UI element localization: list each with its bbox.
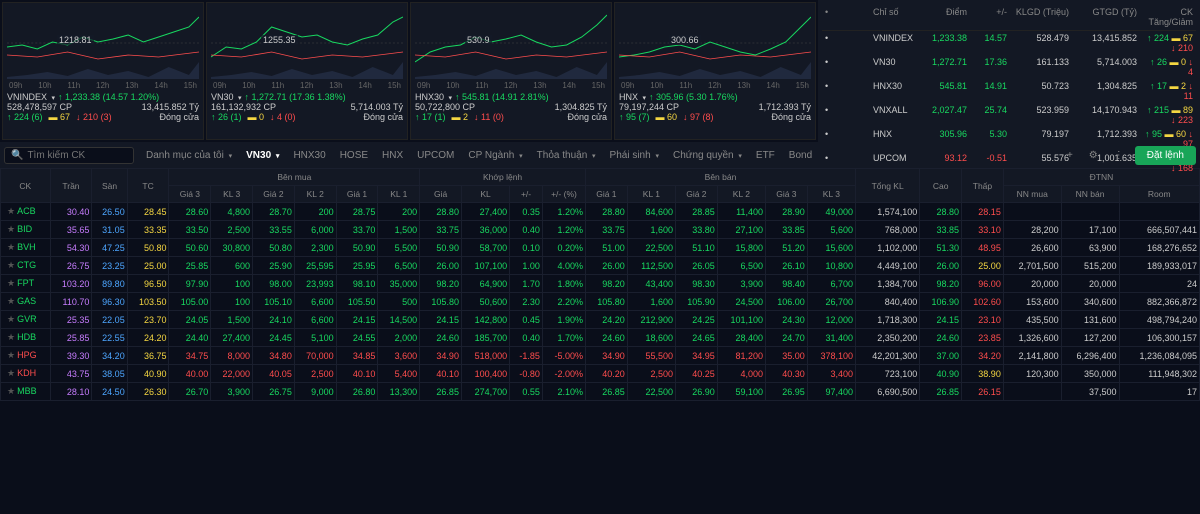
chart-down-count: ↓ 210 (3) bbox=[76, 112, 112, 122]
table-row[interactable]: ★HPG 39.3034.2036.75 34.758,00034.8070,0… bbox=[1, 347, 1200, 365]
chart-amount: 5,714.003 Tỷ bbox=[351, 102, 403, 112]
tab-phái-sinh[interactable]: Phái sinh ▾ bbox=[604, 148, 665, 163]
search-box[interactable]: 🔍 bbox=[4, 147, 134, 164]
chart-value-label: 1218.81 bbox=[57, 35, 94, 45]
table-row[interactable]: ★GAS 110.7096.30103.50 105.00100105.106,… bbox=[1, 293, 1200, 311]
chart-x-axis: 09h10h11h12h13h14h15h bbox=[7, 81, 199, 90]
star-icon[interactable]: ★ bbox=[7, 332, 15, 342]
tab-thỏa-thuận[interactable]: Thỏa thuận ▾ bbox=[531, 148, 602, 163]
order-button[interactable]: Đặt lệnh bbox=[1135, 146, 1196, 165]
chart-down-count: ↓ 97 (8) bbox=[683, 112, 714, 122]
chart-down-count: ↓ 11 (0) bbox=[474, 112, 504, 122]
chart-amount: 13,415.852 Tỷ bbox=[142, 102, 199, 112]
stock-table: CKTrầnSànTC Bên mua Khớp lệnh Bên bán Tổ… bbox=[0, 168, 1200, 401]
chart-panel-vnindex[interactable]: 1218.81 09h10h11h12h13h14h15h VNINDEX ▾↑… bbox=[2, 2, 204, 140]
star-icon[interactable]: ★ bbox=[7, 350, 15, 360]
table-row[interactable]: ★MBB 28.1024.5026.30 26.703,90026.759,00… bbox=[1, 383, 1200, 401]
chart-index-name[interactable]: VNINDEX ▾ bbox=[7, 92, 55, 102]
tab-upcom[interactable]: UPCOM bbox=[411, 148, 460, 163]
tab-cp-ngành[interactable]: CP Ngành ▾ bbox=[462, 148, 528, 163]
index-table: • Chỉ số Điểm +/- KLGD (Triệu) GTGD (Tỷ)… bbox=[818, 0, 1200, 142]
chart-amount: 1,712.393 Tỷ bbox=[759, 102, 811, 112]
tab-hnx[interactable]: HNX bbox=[376, 148, 409, 163]
index-row-vnxall[interactable]: •VNXALL2,027.4725.74523.95914,170.943↑ 2… bbox=[822, 103, 1196, 127]
tab-bond[interactable]: Bond bbox=[783, 148, 818, 163]
tab-chứng-quyền[interactable]: Chứng quyền ▾ bbox=[667, 148, 748, 163]
search-input[interactable] bbox=[27, 150, 127, 161]
chart-down-count: ↓ 4 (0) bbox=[270, 112, 296, 122]
table-row[interactable]: ★KDH 43.7538.0540.90 40.0022,00040.052,5… bbox=[1, 365, 1200, 383]
add-icon[interactable]: + bbox=[1062, 148, 1078, 163]
star-icon[interactable]: ★ bbox=[7, 314, 15, 324]
chart-index-value: ↑ 545.81 (14.91 2.81%) bbox=[455, 92, 549, 102]
chart-flat-count: ▬ 0 bbox=[248, 112, 265, 122]
chart-status: Đóng cửa bbox=[771, 112, 811, 122]
chart-index-value: ↑ 305.96 (5.30 1.76%) bbox=[649, 92, 738, 102]
tab-hose[interactable]: HOSE bbox=[334, 148, 374, 163]
table-row[interactable]: ★BID 35.6531.0533.35 33.502,50033.556,00… bbox=[1, 221, 1200, 239]
chart-value-label: 530.9 bbox=[465, 35, 492, 45]
star-icon[interactable]: ★ bbox=[7, 368, 15, 378]
star-icon[interactable]: ★ bbox=[7, 386, 15, 396]
index-table-header: • Chỉ số Điểm +/- KLGD (Triệu) GTGD (Tỷ)… bbox=[822, 4, 1196, 31]
tab-hnx30[interactable]: HNX30 bbox=[287, 148, 331, 163]
tab-danh-mục-của-tôi[interactable]: Danh mục của tôi ▾ bbox=[140, 148, 238, 163]
chart-value-label: 1255.35 bbox=[261, 35, 298, 45]
gear-icon[interactable]: ⚙ bbox=[1084, 148, 1103, 163]
chart-up-count: ↑ 224 (6) bbox=[7, 112, 43, 122]
chart-up-count: ↑ 95 (7) bbox=[619, 112, 650, 122]
chart-panel-vn30[interactable]: 1255.35 09h10h11h12h13h14h15h VN30 ▾↑ 1,… bbox=[206, 2, 408, 140]
chart-volume: 50,722,800 CP bbox=[415, 102, 475, 112]
more-icon[interactable]: ⋮ bbox=[1109, 148, 1129, 163]
chart-index-name[interactable]: HNX30 ▾ bbox=[415, 92, 452, 102]
chart-index-value: ↑ 1,272.71 (17.36 1.38%) bbox=[245, 92, 346, 102]
table-row[interactable]: ★CTG 26.7523.2525.00 25.8560025.9025,595… bbox=[1, 257, 1200, 275]
chart-x-axis: 09h10h11h12h13h14h15h bbox=[619, 81, 811, 90]
chart-status: Đóng cửa bbox=[363, 112, 403, 122]
chart-flat-count: ▬ 67 bbox=[49, 112, 71, 122]
index-row-hnx30[interactable]: •HNX30545.8114.9150.7231,304.825↑ 17 ▬ 2… bbox=[822, 79, 1196, 103]
chart-panel-hnx[interactable]: 300.66 09h10h11h12h13h14h15h HNX ▾↑ 305.… bbox=[614, 2, 816, 140]
star-icon[interactable]: ★ bbox=[7, 278, 15, 288]
star-icon[interactable]: ★ bbox=[7, 296, 15, 306]
chart-up-count: ↑ 26 (1) bbox=[211, 112, 242, 122]
star-icon[interactable]: ★ bbox=[7, 206, 15, 216]
chart-index-value: ↑ 1,233.38 (14.57 1.20%) bbox=[58, 92, 159, 102]
chart-status: Đóng cửa bbox=[159, 112, 199, 122]
chart-x-axis: 09h10h11h12h13h14h15h bbox=[211, 81, 403, 90]
index-row-vn30[interactable]: •VN301,272.7117.36161.1335,714.003↑ 26 ▬… bbox=[822, 55, 1196, 79]
index-row-vnindex[interactable]: •VNINDEX1,233.3814.57528.47913,415.852↑ … bbox=[822, 31, 1196, 55]
table-row[interactable]: ★ACB 30.4026.5028.45 28.604,80028.702002… bbox=[1, 203, 1200, 221]
table-row[interactable]: ★HDB 25.8522.5524.20 24.4027,40024.455,1… bbox=[1, 329, 1200, 347]
chart-index-name[interactable]: VN30 ▾ bbox=[211, 92, 242, 102]
chart-index-name[interactable]: HNX ▾ bbox=[619, 92, 646, 102]
star-icon[interactable]: ★ bbox=[7, 224, 15, 234]
tab-etf[interactable]: ETF bbox=[750, 148, 781, 163]
chart-flat-count: ▬ 60 bbox=[656, 112, 678, 122]
chart-x-axis: 09h10h11h12h13h14h15h bbox=[415, 81, 607, 90]
chart-status: Đóng cửa bbox=[567, 112, 607, 122]
search-icon: 🔍 bbox=[11, 150, 23, 161]
chart-flat-count: ▬ 2 bbox=[452, 112, 469, 122]
star-icon[interactable]: ★ bbox=[7, 260, 15, 270]
tab-vn30[interactable]: VN30 ▾ bbox=[240, 148, 285, 163]
table-row[interactable]: ★BVH 54.3047.2550.80 50.6030,80050.802,3… bbox=[1, 239, 1200, 257]
chart-volume: 161,132,932 CP bbox=[211, 102, 276, 112]
chart-volume: 79,197,244 CP bbox=[619, 102, 679, 112]
table-row[interactable]: ★GVR 25.3522.0523.70 24.051,50024.106,60… bbox=[1, 311, 1200, 329]
chart-up-count: ↑ 17 (1) bbox=[415, 112, 446, 122]
chart-volume: 528,478,597 CP bbox=[7, 102, 72, 112]
star-icon[interactable]: ★ bbox=[7, 242, 15, 252]
chart-value-label: 300.66 bbox=[669, 35, 701, 45]
table-row[interactable]: ★FPT 103.2089.8096.50 97.9010098.0023,99… bbox=[1, 275, 1200, 293]
chart-amount: 1,304.825 Tỷ bbox=[555, 102, 607, 112]
chart-panel-hnx30[interactable]: 530.9 09h10h11h12h13h14h15h HNX30 ▾↑ 545… bbox=[410, 2, 612, 140]
